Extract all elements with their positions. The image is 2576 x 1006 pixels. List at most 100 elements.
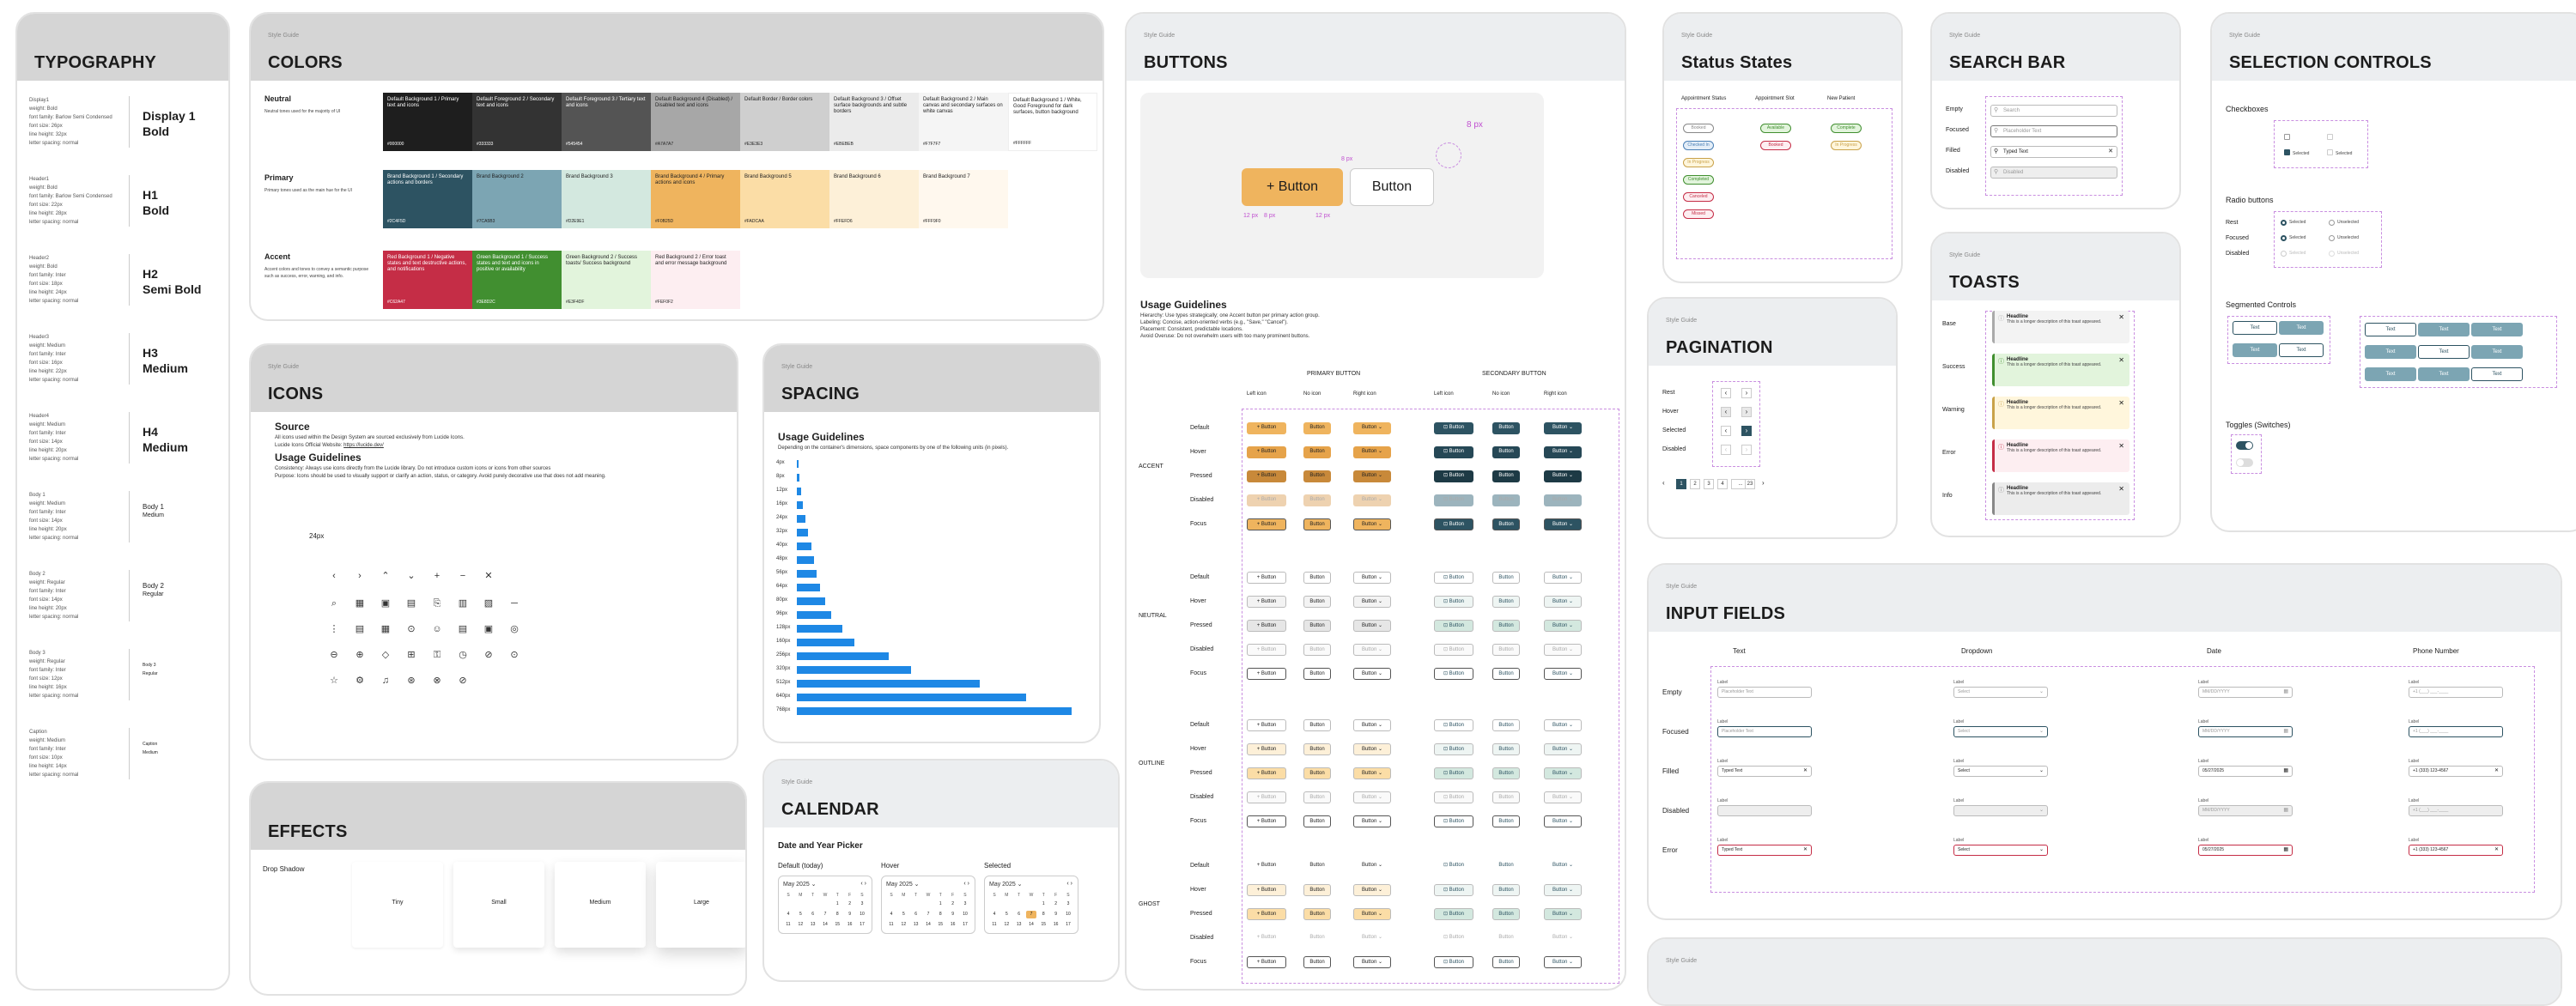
calendar-day[interactable]: 4 bbox=[890, 912, 893, 917]
variant-button-ghost-default[interactable]: Button ⌄ bbox=[1552, 863, 1574, 868]
variant-button-neutral-disabled[interactable]: Button bbox=[1303, 644, 1331, 656]
lucide-link[interactable]: https://lucide.dev/ bbox=[343, 443, 384, 448]
calendar-day[interactable]: 7 bbox=[1025, 911, 1036, 918]
calendar-nav-icons[interactable]: ‹ › bbox=[1066, 881, 1072, 887]
variant-button-outline-hover[interactable]: Button bbox=[1303, 743, 1331, 755]
variant-button-outline-disabled[interactable]: Button bbox=[1492, 791, 1520, 803]
variant-button-accent-hover[interactable]: Button bbox=[1303, 446, 1331, 458]
calendar-day[interactable]: 2 bbox=[848, 901, 852, 906]
checkbox-selected[interactable] bbox=[2284, 149, 2290, 155]
calendar-day[interactable]: 10 bbox=[860, 912, 865, 917]
calendar-day[interactable]: 12 bbox=[1004, 922, 1010, 927]
toggle-on[interactable] bbox=[2236, 441, 2253, 450]
variant-button-outline-focus[interactable]: Button ⌄ bbox=[1353, 815, 1391, 827]
variant-button-neutral-pressed[interactable]: Button ⌄ bbox=[1544, 620, 1582, 632]
variant-button-ghost-hover[interactable]: Button ⌄ bbox=[1544, 884, 1582, 896]
variant-button-outline-default[interactable]: Button bbox=[1492, 719, 1520, 731]
variant-button-neutral-disabled[interactable]: Button ⌄ bbox=[1544, 644, 1582, 656]
variant-button-ghost-hover[interactable]: + Button bbox=[1247, 884, 1286, 896]
calendar-day[interactable] bbox=[923, 900, 933, 908]
input-field-phone-number[interactable]: +1 (333) 123-4567 ✕ bbox=[2409, 766, 2503, 777]
next-page-button[interactable]: › bbox=[1741, 407, 1752, 417]
pagination-next-icon[interactable]: › bbox=[1762, 479, 1765, 487]
input-field-dropdown[interactable]: Select ⌄ bbox=[1953, 726, 2048, 737]
segment-option[interactable]: Text bbox=[2418, 367, 2470, 381]
segment-option[interactable]: Text bbox=[2365, 323, 2416, 336]
variant-button-accent-hover[interactable]: + Button bbox=[1247, 446, 1286, 458]
variant-button-accent-default[interactable]: Button bbox=[1303, 422, 1331, 434]
toast-close-icon[interactable]: ✕ bbox=[2118, 442, 2124, 450]
input-field-text[interactable]: Typed Text ✕ bbox=[1717, 845, 1812, 856]
variant-button-accent-disabled[interactable]: + Button bbox=[1247, 494, 1286, 506]
variant-button-outline-hover[interactable]: ⊡ Button bbox=[1434, 743, 1473, 755]
variant-button-neutral-pressed[interactable]: Button bbox=[1303, 620, 1331, 632]
calendar-day[interactable]: 15 bbox=[1041, 922, 1047, 927]
radio-selected[interactable] bbox=[2281, 235, 2287, 241]
calendar-day[interactable] bbox=[808, 900, 818, 908]
variant-button-outline-hover[interactable]: Button bbox=[1492, 743, 1520, 755]
variant-button-ghost-disabled[interactable]: Button ⌄ bbox=[1552, 935, 1574, 940]
calendar-widget[interactable]: May 2025 ⌄ ‹ › S M T W T F S 1 2 3 4 5 6 7 8 9 10 11 12 13 14 1… bbox=[984, 876, 1078, 934]
toggle-off[interactable] bbox=[2236, 458, 2253, 467]
page-number-button[interactable]: 23 bbox=[1745, 479, 1755, 489]
variant-button-accent-default[interactable]: ⊡ Button bbox=[1434, 422, 1473, 434]
calendar-day[interactable]: 8 bbox=[1042, 912, 1045, 917]
variant-button-neutral-disabled[interactable]: ⊡ Button bbox=[1434, 644, 1473, 656]
calendar-month[interactable]: May 2025 ⌄ bbox=[783, 882, 817, 888]
variant-button-ghost-disabled[interactable]: ⊡ Button bbox=[1443, 935, 1465, 940]
segment-option[interactable]: Text bbox=[2279, 343, 2324, 357]
input-field-date[interactable]: 05/27/2025 ▦ bbox=[2198, 845, 2293, 856]
variant-button-accent-hover[interactable]: Button ⌄ bbox=[1544, 446, 1582, 458]
calendar-day[interactable]: 16 bbox=[847, 922, 853, 927]
next-page-button[interactable]: › bbox=[1741, 388, 1752, 398]
clear-icon[interactable]: ✕ bbox=[1802, 847, 1807, 852]
calendar-day[interactable]: 13 bbox=[810, 922, 816, 927]
variant-button-neutral-default[interactable]: Button bbox=[1303, 572, 1331, 584]
variant-button-neutral-hover[interactable]: Button ⌄ bbox=[1544, 596, 1582, 608]
variant-button-neutral-hover[interactable]: ⊡ Button bbox=[1434, 596, 1473, 608]
search-input[interactable]: ⚲ Search bbox=[1990, 105, 2117, 117]
input-field-dropdown[interactable]: Select ⌄ bbox=[1953, 845, 2048, 856]
variant-button-outline-default[interactable]: Button bbox=[1303, 719, 1331, 731]
page-number-button[interactable]: 2 bbox=[1690, 479, 1700, 489]
calendar-day[interactable]: 5 bbox=[799, 912, 802, 917]
page-number-button[interactable]: 1 bbox=[1676, 479, 1686, 489]
variant-button-neutral-default[interactable]: Button ⌄ bbox=[1353, 572, 1391, 584]
variant-button-accent-focus[interactable]: ⊡ Button bbox=[1434, 518, 1473, 530]
variant-button-neutral-hover[interactable]: Button bbox=[1492, 596, 1520, 608]
variant-button-accent-disabled[interactable]: Button bbox=[1492, 494, 1520, 506]
segment-option[interactable]: Text bbox=[2233, 343, 2277, 357]
input-field-text[interactable]: Typed Text ✕ bbox=[1717, 766, 1812, 777]
radio-unselected[interactable] bbox=[2329, 235, 2335, 241]
anatomy-secondary-button[interactable]: Button bbox=[1350, 168, 1434, 206]
variant-button-neutral-focus[interactable]: Button bbox=[1492, 668, 1520, 680]
variant-button-neutral-hover[interactable]: Button bbox=[1303, 596, 1331, 608]
radio-selected[interactable] bbox=[2281, 220, 2287, 226]
input-field-text[interactable]: Placeholder Text bbox=[1717, 687, 1812, 698]
calendar-day[interactable]: 1 bbox=[939, 901, 942, 906]
variant-button-neutral-pressed[interactable]: Button ⌄ bbox=[1353, 620, 1391, 632]
calendar-day[interactable]: 1 bbox=[1042, 901, 1045, 906]
variant-button-outline-focus[interactable]: Button ⌄ bbox=[1544, 815, 1582, 827]
calendar-widget[interactable]: May 2025 ⌄ ‹ › S M T W T F S 1 2 3 4 5 6 7 8 9 10 11 12 13 14 1… bbox=[778, 876, 872, 934]
calendar-day[interactable]: 12 bbox=[798, 922, 804, 927]
calendar-day[interactable]: 10 bbox=[963, 912, 968, 917]
variant-button-outline-disabled[interactable]: ⊡ Button bbox=[1434, 791, 1473, 803]
calendar-day[interactable]: 9 bbox=[848, 912, 852, 917]
calendar-day[interactable]: 3 bbox=[963, 901, 967, 906]
variant-button-neutral-pressed[interactable]: Button bbox=[1492, 620, 1520, 632]
variant-button-outline-pressed[interactable]: Button bbox=[1492, 767, 1520, 779]
variant-button-accent-hover[interactable]: ⊡ Button bbox=[1434, 446, 1473, 458]
calendar-day[interactable]: 6 bbox=[1018, 912, 1021, 917]
variant-button-accent-disabled[interactable]: ⊡ Button bbox=[1434, 494, 1473, 506]
variant-button-neutral-focus[interactable]: Button ⌄ bbox=[1353, 668, 1391, 680]
calendar-day[interactable]: 9 bbox=[951, 912, 955, 917]
variant-button-accent-pressed[interactable]: Button ⌄ bbox=[1353, 470, 1391, 482]
variant-button-outline-default[interactable]: ⊡ Button bbox=[1434, 719, 1473, 731]
clear-icon[interactable]: ✕ bbox=[2494, 768, 2499, 773]
calendar-day[interactable]: 6 bbox=[811, 912, 815, 917]
calendar-day[interactable] bbox=[783, 900, 793, 908]
variant-button-accent-disabled[interactable]: Button ⌄ bbox=[1544, 494, 1582, 506]
calendar-day[interactable]: 14 bbox=[926, 922, 931, 927]
variant-button-accent-pressed[interactable]: Button ⌄ bbox=[1544, 470, 1582, 482]
